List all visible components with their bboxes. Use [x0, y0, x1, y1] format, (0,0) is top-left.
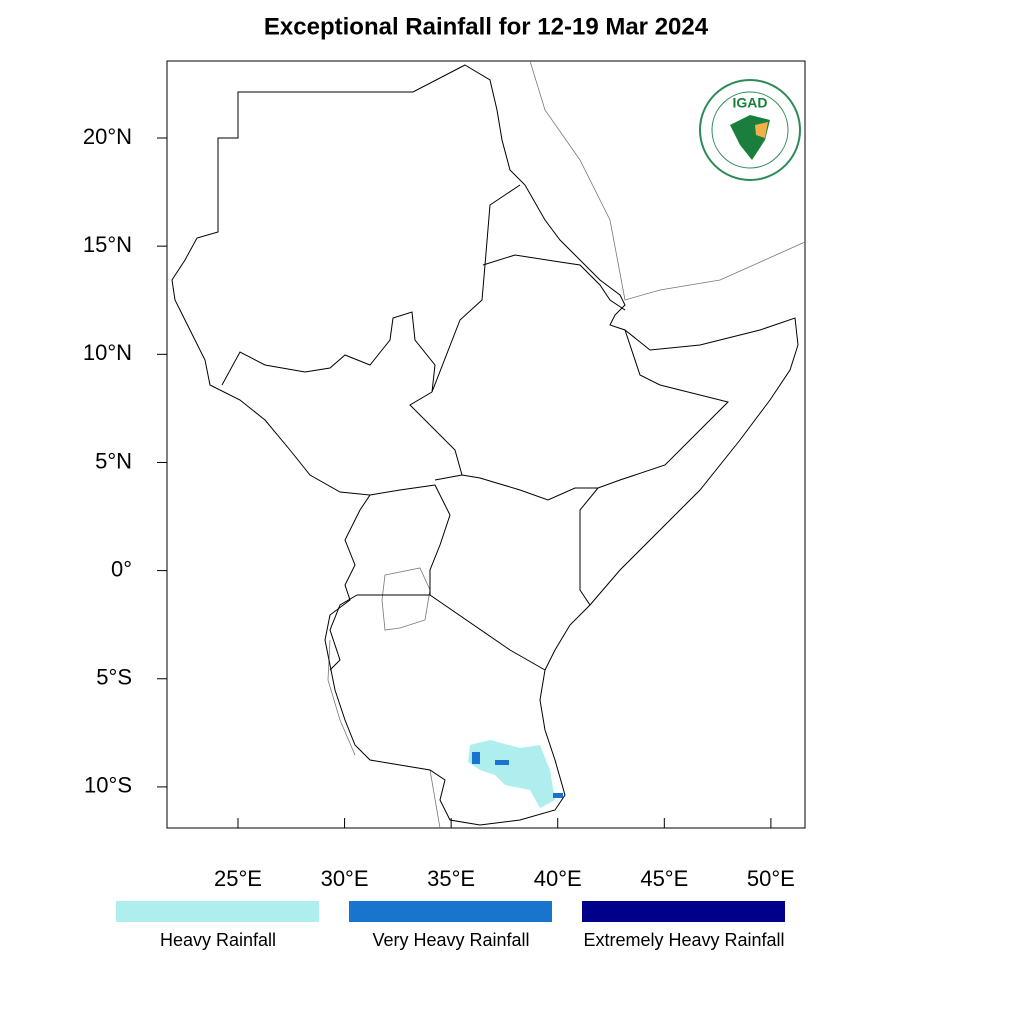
legend-swatch	[349, 901, 552, 922]
legend-label: Extremely Heavy Rainfall	[583, 930, 784, 950]
y-tick-label: 5°S	[96, 665, 132, 690]
legend-swatch	[116, 901, 319, 922]
x-tick-label: 40°E	[534, 866, 582, 891]
y-tick-label: 15°N	[83, 232, 132, 257]
x-tick-label: 25°E	[214, 866, 262, 891]
x-tick-label: 45°E	[640, 866, 688, 891]
map-frame	[166, 60, 806, 829]
logo: IGAD	[699, 79, 801, 181]
x-tick-label: 30°E	[321, 866, 369, 891]
logo-text: IGAD	[733, 95, 768, 111]
y-tick-label: 10°S	[84, 773, 132, 798]
x-tick-label: 50°E	[747, 866, 795, 891]
legend-label: Heavy Rainfall	[160, 930, 276, 950]
y-tick-label: 20°N	[83, 124, 132, 149]
x-tick-label: 35°E	[427, 866, 475, 891]
y-tick-label: 10°N	[83, 340, 132, 365]
legend-swatch	[582, 901, 785, 922]
y-tick-label: 5°N	[95, 448, 132, 473]
map-title: Exceptional Rainfall for 12-19 Mar 2024	[264, 13, 709, 40]
y-tick-label: 0°	[111, 556, 132, 581]
borders	[171, 60, 806, 829]
rainfall-areas	[468, 740, 563, 808]
legend-label: Very Heavy Rainfall	[372, 930, 529, 950]
